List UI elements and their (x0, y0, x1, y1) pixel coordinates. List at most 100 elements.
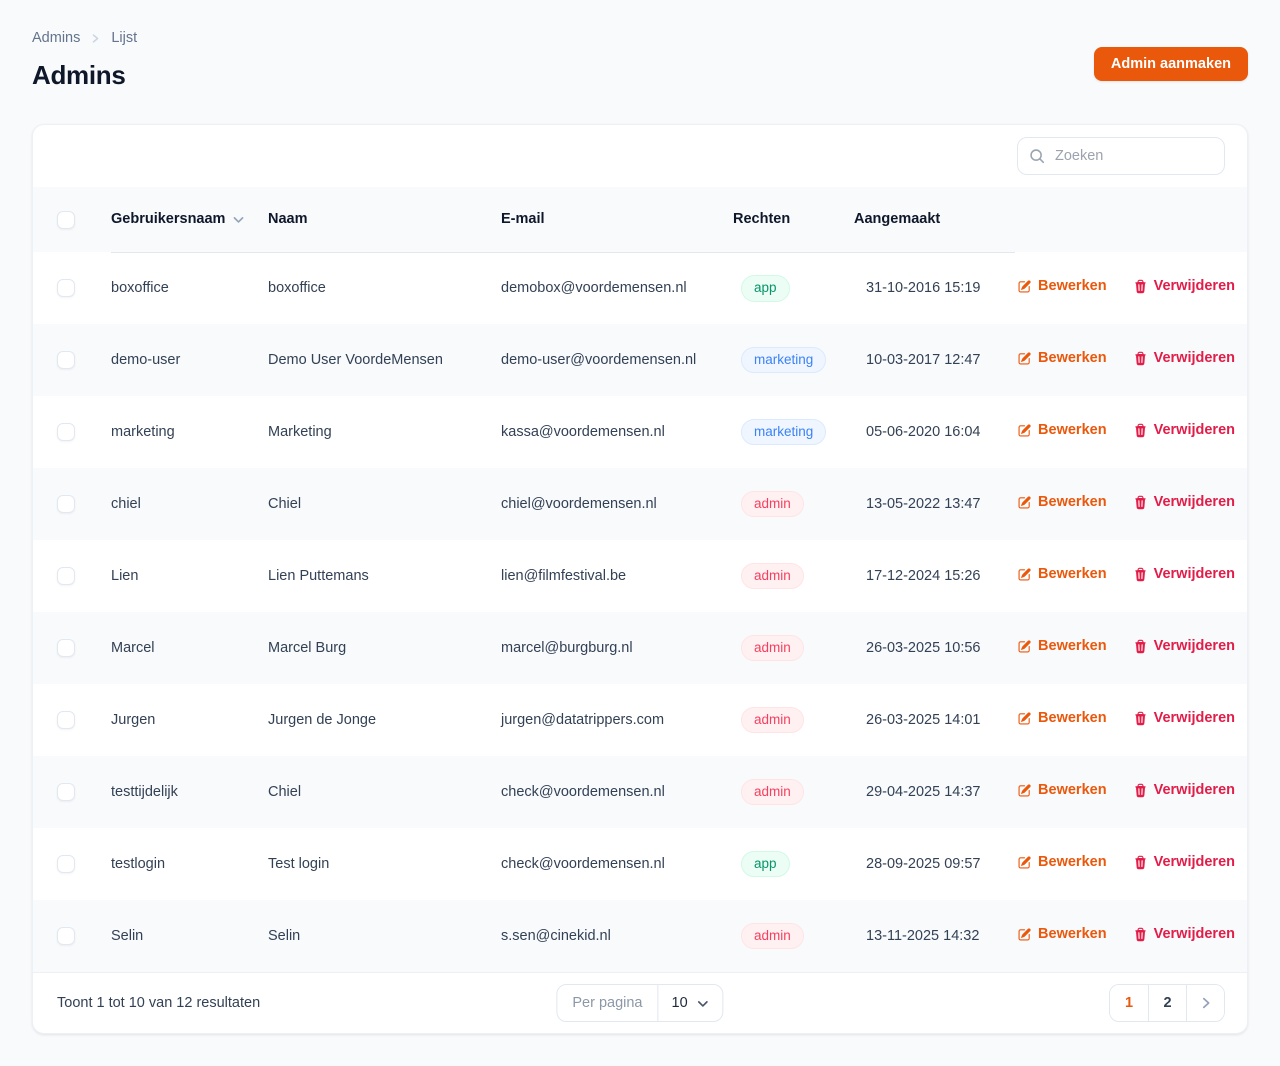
table-header-row: Gebruikersnaam Naam E-mail Rechten Aange… (33, 187, 1247, 253)
search-input[interactable] (1017, 137, 1225, 175)
email-cell: kassa@voordemensen.nl (501, 424, 665, 440)
column-header-actions (1015, 187, 1247, 252)
table-body: boxoffice boxoffice demobox@voordemensen… (33, 252, 1247, 972)
edit-button[interactable]: Bewerken (1017, 350, 1107, 366)
select-all-checkbox[interactable] (57, 210, 75, 229)
edit-button[interactable]: Bewerken (1017, 926, 1107, 942)
name-cell: Selin (268, 928, 301, 944)
row-checkbox-cell (33, 684, 111, 756)
breadcrumb-lijst: Lijst (111, 30, 138, 46)
table-row: marketing Marketing kassa@voordemensen.n… (33, 396, 1247, 468)
sort-gebruikersnaam[interactable]: Gebruikersnaam (111, 211, 245, 227)
row-actions: Bewerken Verwijderen (1015, 468, 1247, 540)
row-checkbox[interactable] (57, 423, 75, 441)
trash-icon (1134, 567, 1146, 581)
delete-button[interactable]: Verwijderen (1133, 782, 1235, 798)
edit-button[interactable]: Bewerken (1017, 566, 1107, 582)
chevron-down-icon (698, 1000, 709, 1007)
delete-button[interactable]: Verwijderen (1133, 638, 1235, 654)
column-header-email: E-mail (501, 187, 733, 253)
role-badge: marketing (741, 418, 827, 446)
name-cell: Lien Puttemans (268, 568, 369, 584)
created-cell: 26-03-2025 14:01 (866, 712, 981, 728)
row-actions: Bewerken Verwijderen (1015, 252, 1247, 324)
row-checkbox[interactable] (57, 639, 75, 657)
edit-button[interactable]: Bewerken (1017, 638, 1107, 654)
created-cell: 13-05-2022 13:47 (866, 496, 981, 512)
create-admin-button[interactable]: Admin aanmaken (1093, 47, 1248, 81)
row-checkbox[interactable] (57, 495, 75, 513)
role-badge: admin (741, 490, 804, 518)
username-cell: chiel (111, 496, 141, 512)
admins-table-card: Gebruikersnaam Naam E-mail Rechten Aange… (32, 124, 1248, 1034)
email-cell: check@voordemensen.nl (501, 784, 665, 800)
email-cell: demobox@voordemensen.nl (501, 280, 687, 297)
role-badge: app (741, 274, 790, 302)
table-row: boxoffice boxoffice demobox@voordemensen… (33, 252, 1247, 324)
row-checkbox-cell (33, 324, 111, 396)
pencil-square-icon (1018, 496, 1031, 509)
edit-button[interactable]: Bewerken (1017, 278, 1107, 294)
name-cell: boxoffice (268, 280, 326, 297)
row-actions: Bewerken Verwijderen (1015, 324, 1247, 396)
table-row: testlogin Test login check@voordemensen.… (33, 828, 1247, 900)
page-title: Admins (32, 60, 126, 90)
table-row: testtijdelijk Chiel check@voordemensen.n… (33, 756, 1247, 828)
pencil-square-icon (1018, 856, 1031, 869)
trash-icon (1134, 423, 1146, 437)
next-page-button[interactable] (1186, 985, 1224, 1021)
page-header: Admins Lijst Admins Admin aanmaken (32, 30, 1248, 91)
edit-button[interactable]: Bewerken (1017, 782, 1107, 798)
delete-button[interactable]: Verwijderen (1133, 278, 1235, 294)
edit-button[interactable]: Bewerken (1017, 422, 1107, 438)
edit-button[interactable]: Bewerken (1017, 494, 1107, 510)
table-toolbar (33, 125, 1247, 187)
username-cell: testlogin (111, 856, 166, 872)
row-checkbox-cell (33, 540, 111, 612)
edit-button[interactable]: Bewerken (1017, 710, 1107, 726)
email-cell: jurgen@datatrippers.com (501, 712, 665, 728)
row-checkbox[interactable] (57, 567, 75, 585)
delete-button[interactable]: Verwijderen (1133, 494, 1235, 510)
page-button-1[interactable]: 1 (1110, 985, 1148, 1021)
name-cell: Marketing (268, 424, 332, 440)
username-cell: testtijdelijk (111, 784, 178, 800)
role-cell: admin (733, 468, 854, 540)
role-badge: admin (741, 706, 804, 734)
delete-button[interactable]: Verwijderen (1133, 854, 1235, 870)
results-summary: Toont 1 tot 10 van 12 resultaten (57, 995, 261, 1011)
trash-icon (1134, 351, 1146, 365)
name-cell: Marcel Burg (268, 640, 347, 656)
delete-button[interactable]: Verwijderen (1133, 926, 1235, 942)
row-actions: Bewerken Verwijderen (1015, 612, 1247, 684)
delete-button[interactable]: Verwijderen (1133, 566, 1235, 582)
table-footer: Toont 1 tot 10 van 12 resultaten Per pag… (33, 972, 1247, 1033)
delete-button[interactable]: Verwijderen (1133, 350, 1235, 366)
name-cell: Jurgen de Jonge (268, 712, 377, 728)
pencil-square-icon (1018, 352, 1031, 365)
row-checkbox[interactable] (57, 855, 75, 873)
delete-button[interactable]: Verwijderen (1133, 422, 1235, 438)
row-checkbox[interactable] (57, 783, 75, 801)
role-badge: admin (741, 634, 804, 662)
created-cell: 29-04-2025 14:37 (866, 784, 981, 800)
delete-button[interactable]: Verwijderen (1133, 710, 1235, 726)
row-actions: Bewerken Verwijderen (1015, 828, 1247, 900)
email-cell: lien@filmfestival.be (501, 568, 627, 584)
role-cell: marketing (733, 396, 854, 468)
per-page-value: 10 (659, 985, 723, 1021)
row-checkbox[interactable] (57, 711, 75, 729)
edit-button[interactable]: Bewerken (1017, 854, 1107, 870)
email-cell: check@voordemensen.nl (501, 856, 665, 872)
page-button-2[interactable]: 2 (1148, 985, 1186, 1021)
trash-icon (1134, 855, 1146, 869)
per-page-label: Per pagina (557, 985, 659, 1021)
row-checkbox[interactable] (57, 927, 75, 945)
per-page-select[interactable]: Per pagina 10 (556, 984, 724, 1022)
row-checkbox[interactable] (57, 351, 75, 369)
row-checkbox[interactable] (57, 279, 75, 297)
breadcrumb-admins[interactable]: Admins (32, 30, 81, 46)
role-cell: admin (733, 900, 854, 972)
role-cell: admin (733, 540, 854, 612)
username-cell: demo-user (111, 352, 181, 368)
